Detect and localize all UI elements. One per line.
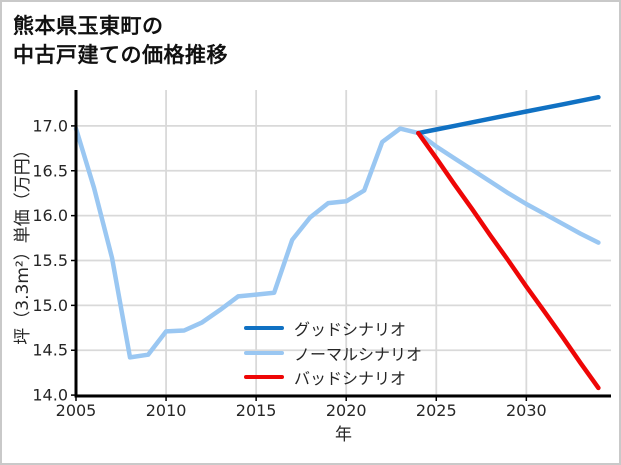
chart-legend: グッドシナリオ ノーマルシナリオ バッドシナリオ [244, 316, 422, 390]
x-tick-label: 2015 [236, 401, 277, 420]
chart-title: 熊本県玉東町の 中古戸建ての価格推移 [13, 14, 228, 67]
y-tick-label: 15.0 [32, 296, 68, 315]
y-tick-label: 16.5 [32, 161, 68, 180]
good-scenario-line-swatch [244, 326, 284, 331]
series-line-good-scenario [416, 94, 601, 136]
y-tick-label: 14.5 [32, 341, 68, 360]
legend-item-normal-scenario: ノーマルシナリオ [244, 341, 422, 366]
y-axis-label: 坪（3.3m²）単価（万円） [13, 141, 33, 344]
y-tick-label: 17.0 [32, 116, 68, 135]
y-tick-label: 14.0 [32, 386, 68, 405]
legend-label-good-scenario: グッドシナリオ [294, 320, 407, 340]
x-tick-label: 2020 [326, 401, 367, 420]
x-tick-label: 2025 [416, 401, 457, 420]
x-tick-label: 2010 [146, 401, 187, 420]
series-line-bad-scenario [416, 130, 601, 391]
legend-item-good-scenario: グッドシナリオ [244, 316, 422, 341]
x-axis-label: 年 [335, 425, 352, 445]
bad-scenario-line-swatch [244, 375, 284, 380]
y-tick-label: 16.0 [32, 206, 68, 225]
x-tick-label: 2005 [56, 401, 97, 420]
y-tick-label: 15.5 [32, 251, 68, 270]
normal-scenario-line-swatch [244, 350, 284, 355]
legend-item-bad-scenario: バッドシナリオ [244, 365, 422, 390]
legend-label-bad-scenario: バッドシナリオ [294, 369, 407, 389]
legend-label-normal-scenario: ノーマルシナリオ [294, 344, 423, 364]
series-line-normal-scenario [73, 126, 601, 360]
x-tick-label: 2030 [506, 401, 547, 420]
